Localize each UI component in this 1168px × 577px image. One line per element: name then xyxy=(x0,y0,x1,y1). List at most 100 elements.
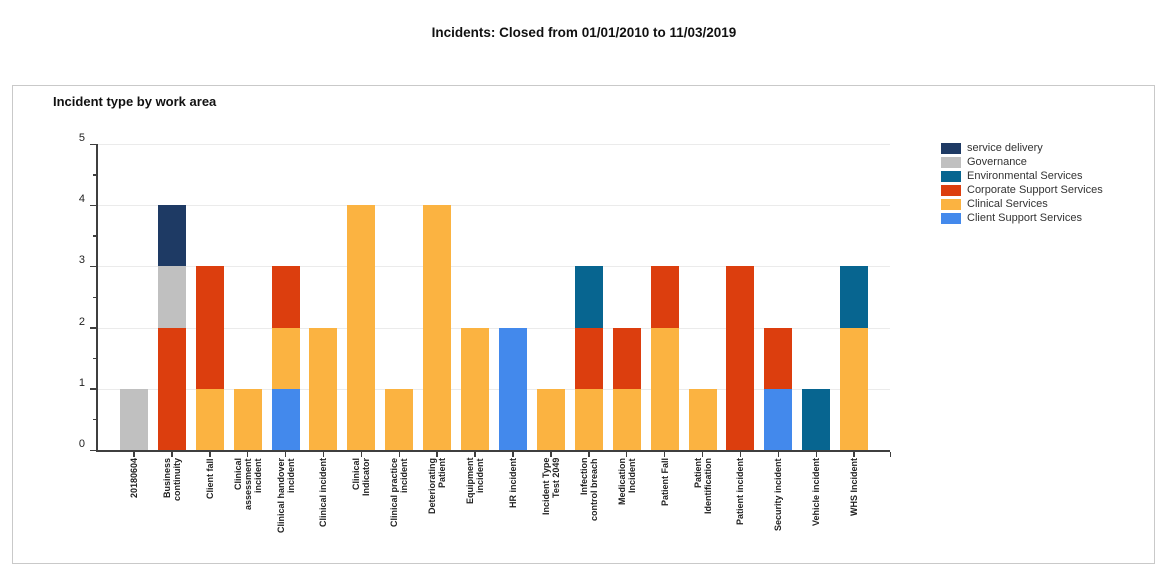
y-minor-tick xyxy=(93,418,98,421)
stacked-bar[interactable] xyxy=(726,266,755,450)
x-tick-slot xyxy=(380,452,418,458)
bar-segment[interactable] xyxy=(574,327,603,389)
bar-segment[interactable] xyxy=(536,388,565,450)
x-tick-label: Business continuity xyxy=(161,458,182,501)
x-tick-label: Clinical assessment incident xyxy=(232,458,263,510)
bar-segment[interactable] xyxy=(309,327,338,450)
x-tick-label: Patient incident xyxy=(735,458,746,526)
bar-segment[interactable] xyxy=(688,388,717,450)
stacked-bar[interactable] xyxy=(385,388,414,450)
x-tick-slot xyxy=(418,452,456,458)
legend-swatch xyxy=(941,156,961,168)
legend-label: service delivery xyxy=(967,142,1043,154)
bar-segment[interactable] xyxy=(840,266,869,328)
bar-segment[interactable] xyxy=(574,388,603,450)
x-tick-label: Vehicle incident xyxy=(811,458,822,527)
stacked-bar[interactable] xyxy=(764,327,793,450)
bar-segment[interactable] xyxy=(195,266,224,389)
x-tick-slot xyxy=(494,452,532,458)
x-tick-label: WHS Incident xyxy=(849,458,860,516)
legend-item: Clinical Services xyxy=(941,197,1103,211)
bar-segment[interactable] xyxy=(612,388,641,450)
bar-segment[interactable] xyxy=(461,327,490,450)
x-tick-label: Clinical practice incident xyxy=(389,458,410,528)
bar-slot xyxy=(835,144,873,450)
gridline xyxy=(98,266,890,268)
bar-segment[interactable] xyxy=(726,266,755,450)
legend-label: Environmental Services xyxy=(967,170,1083,182)
stacked-bar[interactable] xyxy=(347,205,376,450)
bar-slot xyxy=(684,144,722,450)
stacked-bar[interactable] xyxy=(119,388,148,450)
x-tick xyxy=(815,452,818,457)
bar-segment[interactable] xyxy=(157,327,186,450)
bar-segment[interactable] xyxy=(271,388,300,450)
bar-segment[interactable] xyxy=(385,388,414,450)
stacked-bar[interactable] xyxy=(423,205,452,450)
chart-panel: Incident type by work area 0 1 2 3 4 5 201806… xyxy=(12,85,1155,564)
x-axis-ticks xyxy=(98,452,891,458)
x-tick xyxy=(133,452,135,457)
bar-segment[interactable] xyxy=(423,205,452,450)
bar-segment[interactable] xyxy=(650,327,679,450)
bar-segment[interactable] xyxy=(119,388,148,450)
x-tick-slot xyxy=(267,452,305,458)
x-label-slot: Equipment incident xyxy=(456,458,494,570)
stacked-bar[interactable] xyxy=(650,266,679,450)
bar-segment[interactable] xyxy=(233,388,262,450)
y-major-tick xyxy=(90,143,98,145)
bar-slot xyxy=(153,144,191,450)
bar-segment[interactable] xyxy=(271,327,300,389)
x-tick-slot xyxy=(342,452,380,458)
stacked-bar[interactable] xyxy=(461,327,490,450)
stacked-bar[interactable] xyxy=(574,266,603,450)
x-tick-label: Clinical Indicator xyxy=(351,458,372,497)
x-tick-label: Incident Type Test 2049 xyxy=(540,458,561,516)
gridline xyxy=(98,205,890,207)
y-major-tick xyxy=(90,327,98,329)
stacked-bar[interactable] xyxy=(688,388,717,450)
bar-segment[interactable] xyxy=(499,327,528,450)
x-label-slot: Client fall xyxy=(191,458,229,570)
bar-slot xyxy=(267,144,305,450)
y-tick-label: 1 xyxy=(78,376,85,389)
stacked-bar[interactable] xyxy=(802,388,831,450)
stacked-bar[interactable] xyxy=(840,266,869,450)
bar-segment[interactable] xyxy=(764,388,793,450)
x-tick-slot xyxy=(229,452,267,458)
y-major-tick xyxy=(90,204,98,207)
bar-slot xyxy=(759,144,797,450)
legend-item: service delivery xyxy=(941,141,1103,155)
bar-segment[interactable] xyxy=(764,327,793,389)
stacked-bar[interactable] xyxy=(157,205,186,450)
stacked-bar[interactable] xyxy=(195,266,224,450)
bar-segment[interactable] xyxy=(612,327,641,389)
bar-segment[interactable] xyxy=(271,266,300,328)
x-tick xyxy=(360,452,363,457)
bar-segment[interactable] xyxy=(347,205,376,450)
y-tick-label: 0 xyxy=(78,438,85,450)
legend-label: Governance xyxy=(967,156,1027,168)
x-label-slot: Clinical assessment incident xyxy=(229,458,267,570)
bar-segment[interactable] xyxy=(650,266,679,328)
stacked-bar[interactable] xyxy=(233,388,262,450)
bar-segment[interactable] xyxy=(157,266,186,328)
x-label-slot: Medication Incident xyxy=(608,458,646,570)
gridline xyxy=(98,388,890,390)
bar-segment[interactable] xyxy=(840,327,869,450)
bar-slot xyxy=(229,144,267,450)
plot-area: 0 1 2 3 4 5 xyxy=(79,132,890,452)
stacked-bar[interactable] xyxy=(499,327,528,450)
stacked-bar[interactable] xyxy=(612,327,641,450)
x-tick-slot xyxy=(722,452,760,458)
bar-slot xyxy=(797,144,835,450)
bar-segment[interactable] xyxy=(195,388,224,450)
bar-segment[interactable] xyxy=(157,205,186,267)
stacked-bar[interactable] xyxy=(271,266,300,450)
x-tick-label: Medication Incident xyxy=(616,458,637,506)
bar-segment[interactable] xyxy=(802,388,831,450)
stacked-bar[interactable] xyxy=(536,388,565,450)
x-tick-label: Clinical incident xyxy=(318,458,329,528)
bar-segment[interactable] xyxy=(574,266,603,328)
stacked-bar[interactable] xyxy=(309,327,338,450)
